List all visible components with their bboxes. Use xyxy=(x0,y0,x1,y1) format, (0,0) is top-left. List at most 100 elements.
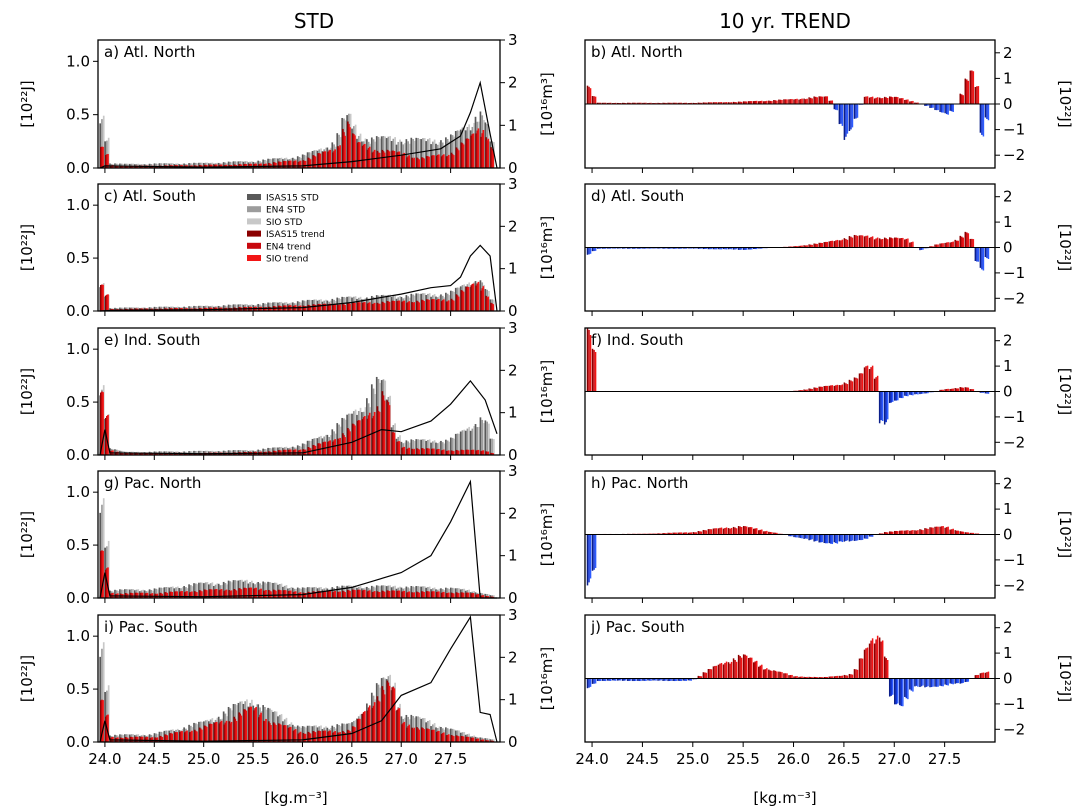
positive-trend-bar xyxy=(945,389,948,392)
positive-trend-bar xyxy=(899,98,901,104)
negative-trend-bar xyxy=(717,247,720,250)
positive-trend-bar xyxy=(632,102,634,104)
en4-trend-bar xyxy=(466,592,469,598)
volume-ytick-label: 2 xyxy=(508,217,518,235)
negative-trend-bar xyxy=(961,678,963,684)
negative-trend-bar xyxy=(737,247,740,250)
volume-ytick-label: 1 xyxy=(508,691,518,709)
positive-trend-bar xyxy=(594,96,597,104)
positive-trend-bar xyxy=(754,528,756,535)
positive-trend-bar xyxy=(818,242,820,248)
en4-trend-bar xyxy=(283,161,286,168)
positive-trend-bar xyxy=(683,102,686,104)
isas-trend-bar xyxy=(193,591,196,598)
en4-trend-bar xyxy=(412,592,414,598)
negative-trend-bar xyxy=(899,391,901,398)
positive-trend-bar xyxy=(675,102,677,104)
isas-std-bar xyxy=(262,448,264,455)
negative-trend-bar xyxy=(981,391,983,393)
isas-trend-bar xyxy=(218,723,221,742)
positive-trend-bar xyxy=(861,235,864,248)
en4-trend-bar xyxy=(402,447,405,455)
sio-trend-bar xyxy=(314,156,317,168)
negative-trend-bar xyxy=(645,247,647,249)
sio-trend-bar xyxy=(250,163,253,168)
negative-trend-bar xyxy=(628,247,631,249)
isas-std-bar xyxy=(227,304,230,311)
positive-trend-bar xyxy=(771,670,773,679)
negative-trend-bar xyxy=(637,678,639,681)
en4-std-bar xyxy=(446,440,449,455)
positive-trend-bar xyxy=(914,530,916,535)
en4-trend-bar xyxy=(486,140,488,168)
isas-trend-bar xyxy=(460,592,463,598)
sio-trend-bar xyxy=(107,294,109,311)
isas-trend-bar xyxy=(243,587,245,598)
isas-trend-bar xyxy=(307,304,310,311)
positive-trend-bar xyxy=(788,675,790,679)
negative-trend-bar xyxy=(594,678,597,684)
positive-trend-bar xyxy=(890,96,892,104)
positive-trend-bar xyxy=(966,387,968,392)
positive-trend-bar xyxy=(665,102,667,104)
sio-std-bar xyxy=(167,586,169,598)
positive-trend-bar xyxy=(838,240,841,248)
positive-trend-bar xyxy=(966,79,968,104)
en4-trend-bar xyxy=(441,155,444,168)
isas-trend-bar xyxy=(396,152,399,168)
positive-trend-bar xyxy=(697,531,700,535)
positive-trend-bar xyxy=(856,378,859,392)
trend-ytick-label: 2 xyxy=(1003,619,1013,637)
sio-trend-bar xyxy=(383,591,386,598)
positive-trend-bar xyxy=(702,672,705,679)
en4-std-bar xyxy=(229,161,232,168)
en4-trend-bar xyxy=(441,300,444,311)
positive-trend-bar xyxy=(764,101,767,104)
sio-trend-bar xyxy=(339,145,341,168)
negative-trend-bar xyxy=(648,678,651,681)
negative-trend-bar xyxy=(682,247,684,249)
negative-trend-bar xyxy=(658,247,661,249)
trend-panel-label: b) Atl. North xyxy=(591,43,683,61)
positive-trend-bar xyxy=(794,676,797,679)
en4-std-bar xyxy=(338,298,340,311)
sio-trend-bar xyxy=(309,159,312,168)
sio-trend-bar xyxy=(166,453,169,455)
en4-trend-bar xyxy=(461,143,464,168)
negative-trend-bar xyxy=(912,391,914,396)
en4-std-bar xyxy=(229,304,232,311)
positive-trend-bar xyxy=(730,102,733,104)
positive-trend-bar xyxy=(828,241,831,248)
legend-swatch xyxy=(247,242,261,249)
positive-trend-bar xyxy=(972,71,975,104)
isas-trend-bar xyxy=(267,589,270,598)
sio-trend-bar xyxy=(200,729,203,742)
sio-trend-bar xyxy=(339,732,341,742)
positive-trend-bar xyxy=(964,78,967,104)
positive-trend-bar xyxy=(643,102,646,104)
positive-trend-bar xyxy=(627,102,629,104)
isas-trend-bar xyxy=(450,152,453,168)
en4-trend-bar xyxy=(180,591,182,598)
isas-trend-bar xyxy=(208,589,211,598)
isas-trend-bar xyxy=(430,448,433,455)
en4-std-bar xyxy=(264,303,266,311)
positive-trend-bar xyxy=(880,98,882,104)
isas-trend-bar xyxy=(406,157,408,168)
positive-trend-bar xyxy=(856,669,859,679)
sio-trend-bar xyxy=(279,161,282,168)
negative-trend-bar xyxy=(904,678,906,697)
isas-trend-bar xyxy=(154,453,157,455)
isas-trend-bar xyxy=(376,406,379,455)
isas-trend-bar xyxy=(322,151,324,168)
sio-trend-bar xyxy=(141,592,144,598)
en4-trend-bar xyxy=(333,591,335,598)
isas-trend-bar xyxy=(391,150,394,168)
en4-trend-bar xyxy=(338,592,340,598)
positive-trend-bar xyxy=(682,102,684,104)
positive-trend-bar xyxy=(750,527,753,535)
isas-trend-bar xyxy=(312,591,315,598)
sio-trend-bar xyxy=(438,591,440,598)
positive-trend-bar xyxy=(888,237,891,248)
positive-trend-bar xyxy=(878,238,881,248)
